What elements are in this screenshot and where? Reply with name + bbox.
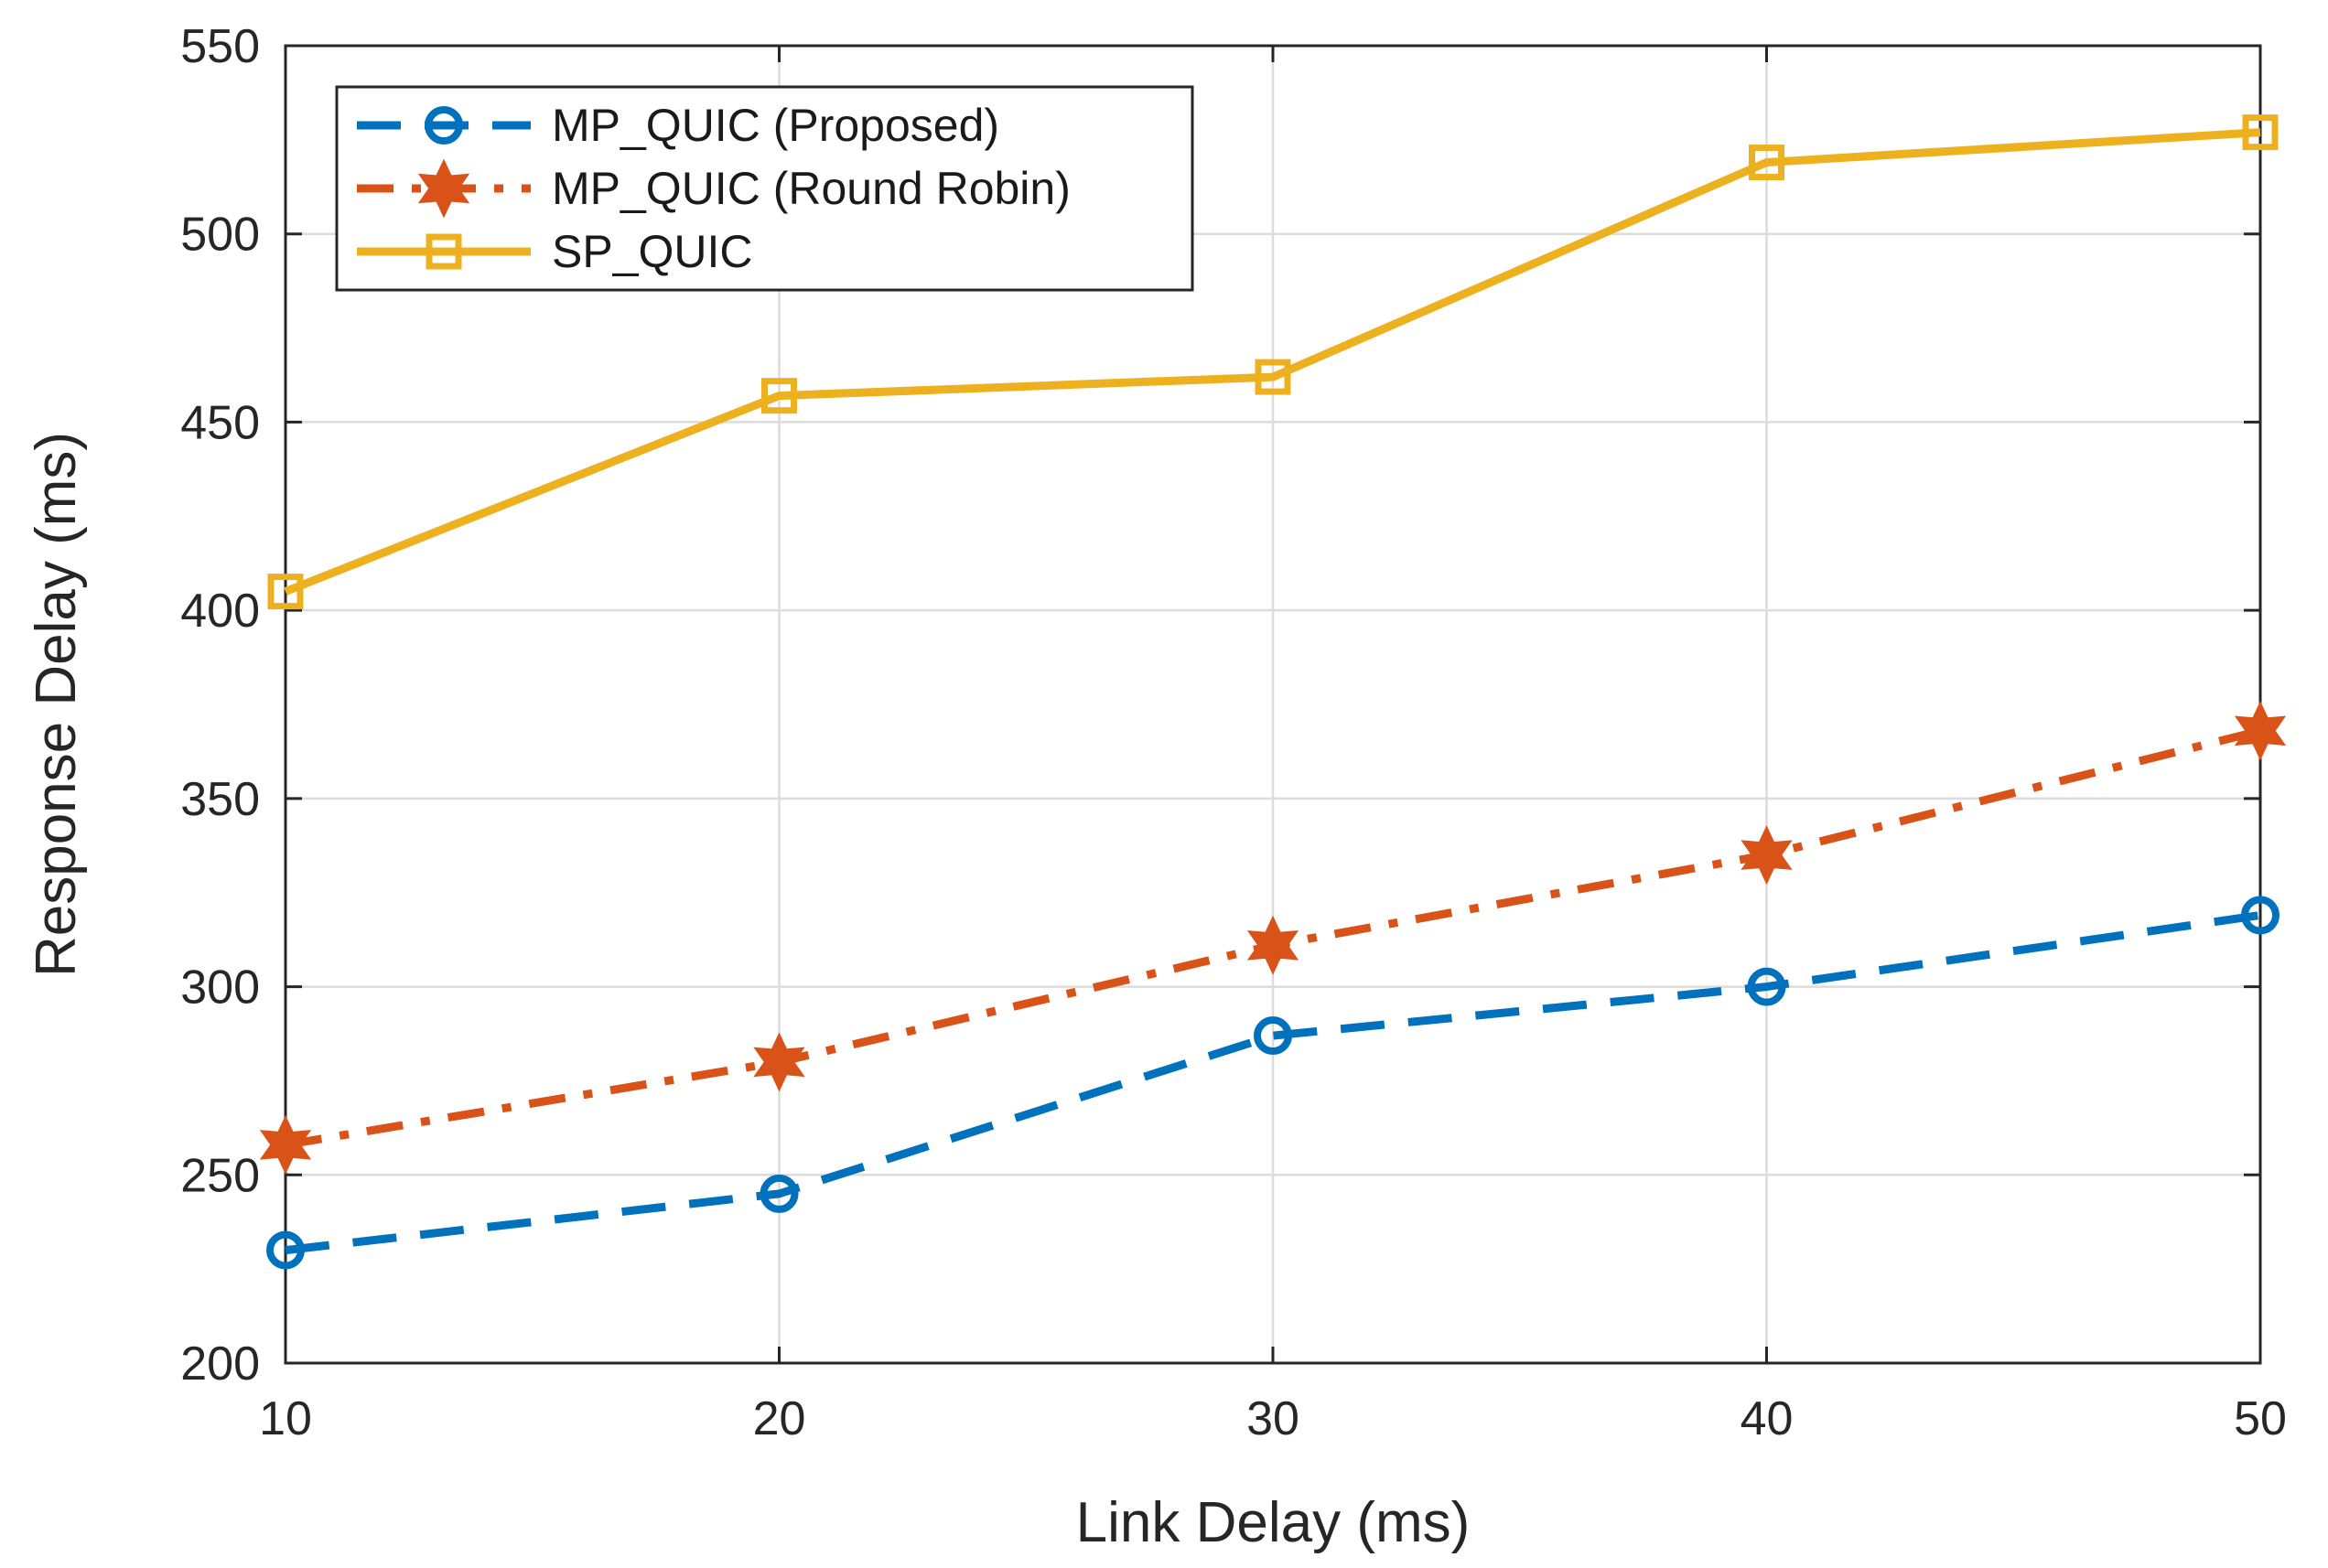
series-1 [266,896,2280,1270]
data-point [1255,359,1291,395]
y-axis-title: Response Delay (ms) [25,432,88,977]
x-axis-ticks: 10 20 30 40 50 [259,46,2287,1445]
data-point [2241,896,2280,935]
legend: MP_QUIC (Proposed) MP_QUIC (Round Robin) S… [335,85,1194,292]
series-2 [259,701,2287,1175]
y-axis-ticks: 200 250 300 350 400 450 500 550 [180,20,2260,1391]
data-point [267,574,304,610]
legend-label: MP_QUIC (Round Robin) [552,163,1071,214]
y-tick-label: 200 [180,1337,260,1391]
data-point [753,1032,805,1092]
legend-marker [417,158,470,219]
x-axis-title: Link Delay (ms) [1076,1491,1471,1554]
legend-marker [425,106,463,145]
y-tick-label: 250 [180,1149,260,1202]
y-tick-label: 400 [180,585,260,638]
data-point [2234,701,2287,761]
legend-marker [426,233,462,270]
data-point [760,1174,799,1213]
legend-box [335,85,1194,292]
y-tick-label: 450 [180,396,260,449]
y-tick-label: 500 [180,209,260,262]
data-point [2242,114,2279,151]
data-point [761,378,797,414]
y-tick-label: 300 [180,961,260,1015]
data-point [1749,145,1784,181]
x-tick-label: 10 [259,1392,312,1445]
series-3 [267,114,2279,610]
data-point [266,1230,305,1270]
x-tick-label: 40 [1741,1392,1794,1445]
data-point [1246,915,1299,975]
x-tick-label: 30 [1246,1392,1299,1445]
series-line [284,128,2261,596]
data-point [1741,825,1793,886]
y-tick-label: 350 [180,773,260,826]
data-point [1747,967,1786,1006]
legend-label: SP_QUIC [552,226,753,277]
series-group [259,114,2287,1270]
legend-label: MP_QUIC (Proposed) [552,100,999,151]
data-point [1254,1016,1292,1056]
x-tick-label: 20 [753,1392,806,1445]
x-tick-label: 50 [2234,1392,2287,1445]
y-tick-label: 550 [180,20,260,73]
data-point [259,1114,312,1175]
